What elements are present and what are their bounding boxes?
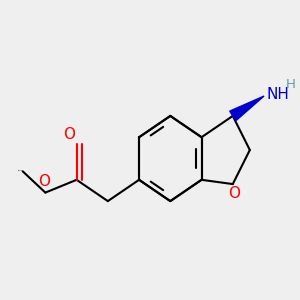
Text: O: O [64, 127, 76, 142]
Text: O: O [38, 174, 50, 189]
Text: H: H [285, 78, 295, 91]
Text: O: O [228, 186, 240, 201]
Text: methyl: methyl [17, 169, 22, 170]
Text: NH: NH [267, 87, 290, 102]
Polygon shape [230, 96, 264, 121]
